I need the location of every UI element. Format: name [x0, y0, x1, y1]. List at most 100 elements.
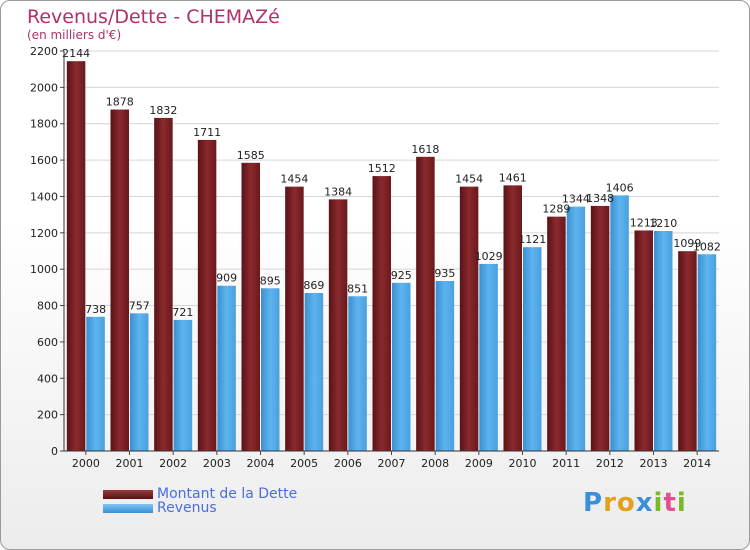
data-label: 895	[260, 274, 281, 287]
bar-dette	[372, 176, 391, 451]
data-label: 1210	[649, 217, 677, 230]
data-label: 1461	[499, 171, 527, 184]
legend-swatch-dette	[103, 490, 153, 499]
x-tick-label: 2013	[640, 457, 668, 470]
legend-label-revenus: Revenus	[157, 500, 217, 516]
bar-dette	[154, 117, 173, 451]
x-tick-label: 2011	[552, 457, 580, 470]
bar-revenus	[86, 316, 105, 451]
grid-layer	[64, 50, 719, 452]
data-label: 909	[216, 272, 237, 285]
bar-dette	[590, 205, 610, 451]
x-tick-label: 2001	[116, 457, 144, 470]
logo-letter: i	[676, 488, 687, 518]
bar-chart: 0 200 400 600 800 1000 1200 1400 1600 1800 2000 220…	[30, 45, 721, 470]
y-tick-label: 800	[37, 300, 58, 313]
bar-revenus	[348, 296, 367, 451]
bar-revenus	[304, 293, 324, 451]
bar-dette	[328, 199, 348, 451]
bar-dette	[547, 216, 566, 451]
x-tick-label: 2003	[203, 457, 231, 470]
data-label: 1878	[106, 96, 134, 109]
y-tick-label: 2000	[30, 81, 58, 94]
y-tick-label: 1600	[30, 154, 58, 167]
axis-layer: 0 200 400 600 800 1000 1200 1400 1600 1800 2000 220…	[30, 45, 719, 470]
y-tick-label: 0	[51, 445, 58, 458]
y-tick-label: 400	[37, 372, 58, 385]
bar-dette	[241, 162, 260, 451]
bar-dette	[66, 61, 86, 451]
data-label: 1406	[606, 181, 634, 194]
bar-dette	[459, 186, 479, 452]
data-label: 1512	[368, 162, 396, 175]
bar-revenus	[566, 206, 586, 451]
y-tick-label: 1400	[30, 190, 58, 203]
bar-revenus	[217, 285, 236, 451]
data-label: 925	[391, 269, 412, 282]
labels-layer: 2144 738 1878 757 1832 721 1711 909 1585 895 1454 8…	[62, 47, 721, 319]
legend-label-dette: Montant de la Dette	[157, 486, 298, 502]
bar-revenus	[697, 254, 717, 451]
data-label: 1348	[586, 192, 614, 205]
logo-letter: o	[616, 488, 636, 518]
data-label: 1029	[475, 250, 503, 263]
data-label: 1099	[673, 237, 701, 250]
logo-letter: i	[653, 488, 664, 518]
data-label: 1121	[518, 233, 546, 246]
x-tick-label: 2009	[465, 457, 493, 470]
y-tick-label: 1800	[30, 118, 58, 131]
data-label: 1213	[630, 216, 658, 229]
logo-letter: x	[635, 488, 654, 518]
bar-dette	[197, 139, 217, 451]
y-tick-label: 1000	[30, 263, 58, 276]
data-label: 1618	[411, 143, 439, 156]
logo-letter: t	[663, 488, 677, 518]
bar-dette	[285, 186, 304, 452]
data-label: 1384	[324, 185, 352, 198]
bar-revenus	[479, 263, 498, 451]
data-label: 1585	[237, 149, 265, 162]
logo-letter: r	[603, 488, 617, 518]
x-tick-label: 2005	[290, 457, 318, 470]
data-label: 1832	[149, 104, 177, 117]
data-label: 1454	[280, 173, 308, 186]
data-label: 1454	[455, 173, 483, 186]
data-label: 935	[434, 267, 455, 280]
data-label: 757	[129, 299, 150, 312]
bar-dette	[678, 251, 697, 451]
x-tick-label: 2000	[72, 457, 100, 470]
data-label: 1289	[542, 203, 570, 216]
y-tick-label: 200	[37, 409, 58, 422]
data-label: 1344	[562, 193, 590, 206]
proxiti-logo: Proxiti	[583, 488, 687, 518]
y-tick-label: 600	[37, 336, 58, 349]
x-tick-label: 2004	[247, 457, 275, 470]
bar-revenus	[654, 231, 673, 451]
chart-subtitle: (en milliers d'€)	[27, 28, 122, 42]
y-tick-label: 2200	[30, 45, 58, 58]
x-tick-label: 2014	[683, 457, 711, 470]
bars-layer	[66, 61, 717, 452]
chart-title: Revenus/Dette - CHEMAZé	[27, 6, 280, 28]
x-tick-label: 2007	[378, 457, 406, 470]
x-tick-label: 2010	[509, 457, 537, 470]
bar-revenus	[392, 282, 411, 451]
bar-revenus	[173, 319, 193, 451]
bar-revenus	[610, 195, 629, 451]
x-tick-label: 2008	[421, 457, 449, 470]
bar-revenus	[261, 288, 280, 451]
bar-dette	[110, 109, 129, 451]
x-tick-label: 2002	[159, 457, 187, 470]
bar-dette	[634, 230, 653, 451]
bar-dette	[503, 185, 522, 451]
bar-revenus	[523, 247, 542, 451]
data-label: 738	[85, 303, 106, 316]
data-label: 2144	[62, 47, 90, 60]
data-label: 851	[347, 282, 368, 295]
x-tick-label: 2012	[596, 457, 624, 470]
bar-dette	[416, 156, 435, 451]
data-label: 1711	[193, 126, 221, 139]
x-tick-label: 2006	[334, 457, 362, 470]
data-label: 721	[172, 306, 193, 319]
